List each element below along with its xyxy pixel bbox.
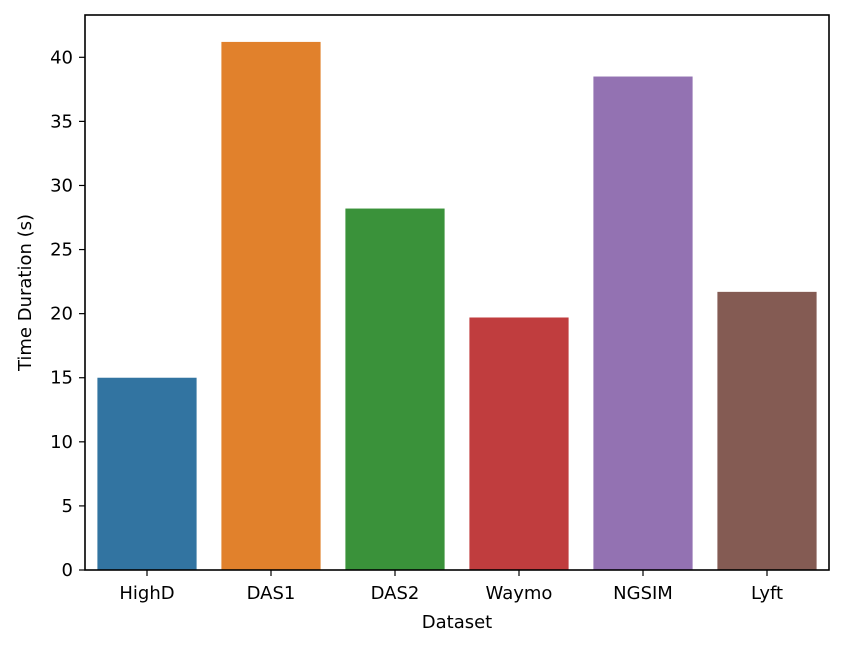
x-axis-label: Dataset (422, 612, 493, 633)
bar-das2 (345, 208, 445, 570)
x-tick-label: NGSIM (613, 583, 673, 604)
y-tick-label: 0 (62, 560, 73, 581)
y-axis-label: Time Duration (s) (15, 214, 36, 372)
y-tick-label: 30 (50, 175, 73, 196)
x-tick-label: DAS2 (371, 583, 420, 604)
y-tick-label: 20 (50, 304, 73, 325)
y-tick-label: 25 (50, 240, 73, 261)
bars-group (97, 41, 817, 571)
x-tick-label: Waymo (486, 583, 553, 604)
y-tick-label: 40 (50, 47, 73, 68)
bar-waymo (469, 317, 569, 570)
bar-ngsim (593, 76, 693, 571)
plot-frame (84, 14, 830, 571)
x-tick-label: Lyft (751, 583, 783, 604)
x-tick-label: HighD (119, 583, 174, 604)
bar-highd (97, 377, 197, 570)
x-axis-ticks: HighD DAS1 DAS2 Waymo NGSIM Lyft (119, 570, 783, 604)
y-tick-label: 10 (50, 432, 73, 453)
x-tick-label: DAS1 (247, 583, 296, 604)
bar-lyft (717, 291, 817, 570)
y-tick-label: 35 (50, 111, 73, 132)
y-tick-label: 5 (62, 496, 73, 517)
y-axis-ticks: 0 5 10 15 20 25 30 35 40 (50, 47, 85, 581)
bar-das1 (221, 41, 321, 570)
y-tick-label: 15 (50, 368, 73, 389)
